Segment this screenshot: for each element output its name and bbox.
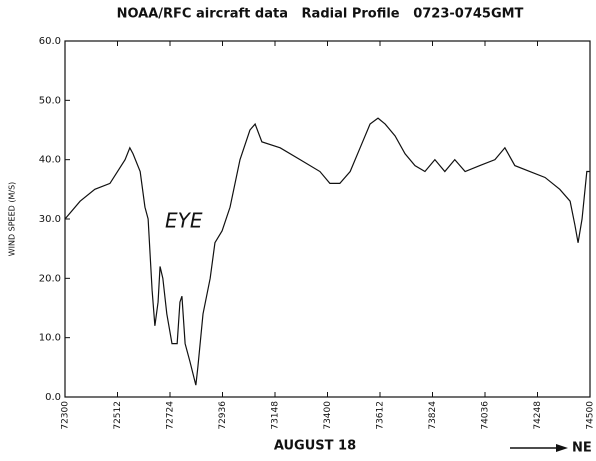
y-tick-label: 10.0 [39,333,61,344]
x-tick-label: 72724 [166,401,176,430]
x-tick-label: 73400 [323,401,333,430]
y-tick-label: 50.0 [39,95,61,106]
y-tick-label: 60.0 [39,36,61,47]
y-tick-label: 0.0 [45,392,61,403]
x-tick-label: 74036 [481,401,491,430]
x-tick-label: 73148 [271,401,281,430]
direction-label: NE [572,441,592,456]
x-tick-label: 74248 [533,401,543,430]
chart-title: NOAA/RFC aircraft data Radial Profile 07… [117,7,524,22]
x-tick-label: 74500 [586,401,596,430]
x-tick-label: 73612 [376,401,386,430]
x-axis-label: AUGUST 18 [274,439,356,454]
x-tick-label: 72936 [218,401,228,430]
y-axis-label: WIND SPEED (M/S) [8,182,17,257]
y-tick-label: 40.0 [39,155,61,166]
wind-line [64,117,590,386]
x-tick-label: 72512 [113,401,123,430]
arrow-head [556,444,568,452]
x-tick-label: 72300 [61,401,71,430]
y-tick-label: 30.0 [39,214,61,225]
plot-frame [64,40,591,398]
eye-annotation: EYE [165,209,203,233]
x-tick-label: 73824 [428,401,438,430]
y-tick-label: 20.0 [39,273,61,284]
